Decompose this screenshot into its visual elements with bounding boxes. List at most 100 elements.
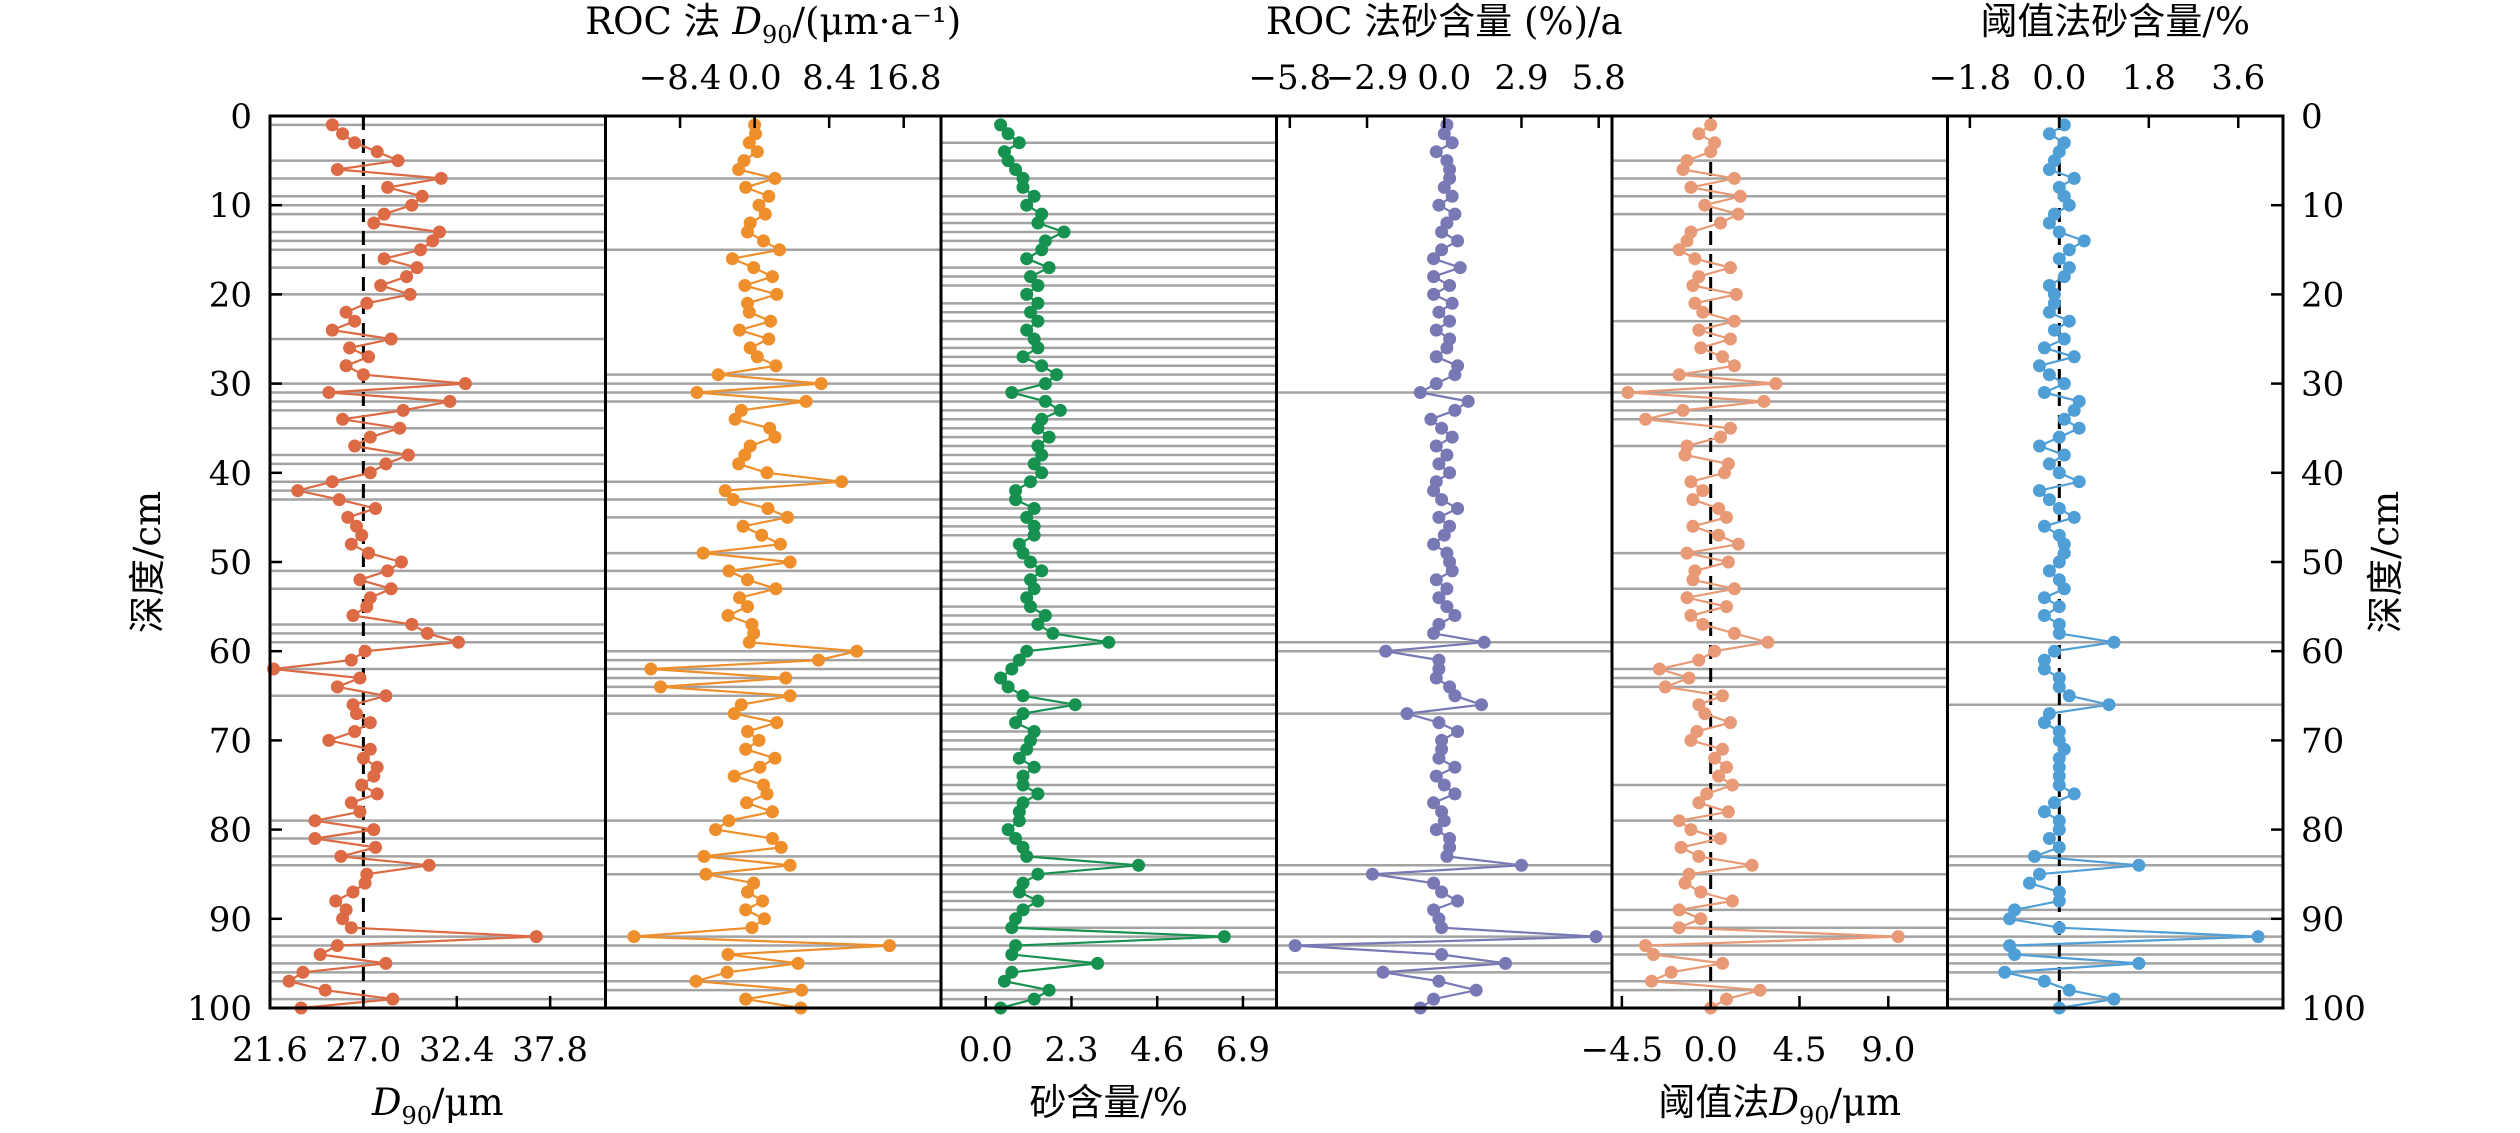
data-point[interactable] <box>318 983 332 997</box>
data-point[interactable] <box>709 823 723 837</box>
data-point[interactable] <box>1437 127 1451 141</box>
data-point[interactable] <box>1731 537 1745 551</box>
data-point[interactable] <box>2047 323 2061 337</box>
data-point[interactable] <box>348 136 362 150</box>
data-point[interactable] <box>1720 510 1733 524</box>
data-point[interactable] <box>1057 225 1071 239</box>
data-point[interactable] <box>1451 234 1465 248</box>
data-point[interactable] <box>2042 457 2056 471</box>
data-point[interactable] <box>341 510 355 524</box>
data-point[interactable] <box>346 609 360 622</box>
data-point[interactable] <box>1027 189 1041 203</box>
data-point[interactable] <box>384 582 398 596</box>
data-point[interactable] <box>1589 930 1603 944</box>
data-point[interactable] <box>1680 234 1694 248</box>
data-point[interactable] <box>1720 992 1733 1006</box>
data-point[interactable] <box>1031 314 1045 328</box>
data-point[interactable] <box>1429 350 1443 364</box>
data-point[interactable] <box>781 510 794 524</box>
data-point[interactable] <box>344 921 358 935</box>
data-point[interactable] <box>732 457 746 471</box>
data-point[interactable] <box>696 546 710 560</box>
data-point[interactable] <box>332 493 346 507</box>
data-point[interactable] <box>2052 751 2066 765</box>
data-point[interactable] <box>1440 582 1454 596</box>
data-point[interactable] <box>1686 573 1700 587</box>
data-point[interactable] <box>1432 591 1446 605</box>
data-point[interactable] <box>768 751 782 765</box>
data-point[interactable] <box>725 252 739 266</box>
data-point[interactable] <box>1016 171 1030 185</box>
data-point[interactable] <box>405 198 419 212</box>
data-point[interactable] <box>325 323 339 337</box>
data-point[interactable] <box>1688 296 1702 310</box>
data-point[interactable] <box>2037 519 2051 533</box>
data-point[interactable] <box>379 457 393 471</box>
data-point[interactable] <box>765 832 779 845</box>
data-point[interactable] <box>791 956 805 970</box>
data-point[interactable] <box>1723 716 1737 730</box>
data-point[interactable] <box>415 189 429 203</box>
data-point[interactable] <box>1429 671 1443 685</box>
data-point[interactable] <box>1731 207 1745 221</box>
data-point[interactable] <box>348 314 362 328</box>
data-point[interactable] <box>1009 484 1023 498</box>
data-point[interactable] <box>1720 600 1733 614</box>
data-point[interactable] <box>1696 617 1710 631</box>
data-point[interactable] <box>1658 680 1672 694</box>
data-point[interactable] <box>348 439 362 453</box>
data-point[interactable] <box>758 207 772 221</box>
data-point[interactable] <box>353 671 367 685</box>
data-point[interactable] <box>2057 448 2071 462</box>
data-point[interactable] <box>2067 510 2081 524</box>
data-point[interactable] <box>1020 644 1034 658</box>
data-point[interactable] <box>391 154 405 168</box>
data-point[interactable] <box>2067 171 2081 185</box>
data-point[interactable] <box>997 974 1011 988</box>
data-point[interactable] <box>1427 252 1441 266</box>
data-point[interactable] <box>1102 635 1116 649</box>
data-point[interactable] <box>1012 653 1026 667</box>
data-point[interactable] <box>1035 243 1049 257</box>
data-point[interactable] <box>1448 787 1462 801</box>
data-point[interactable] <box>1427 992 1441 1006</box>
data-point[interactable] <box>2062 198 2076 212</box>
data-point[interactable] <box>1674 840 1688 854</box>
data-point[interactable] <box>2052 725 2066 738</box>
data-point[interactable] <box>1688 252 1702 266</box>
data-point[interactable] <box>1443 466 1457 480</box>
data-point[interactable] <box>410 261 424 275</box>
data-point[interactable] <box>1027 502 1041 515</box>
data-point[interactable] <box>344 653 358 667</box>
data-point[interactable] <box>1429 439 1443 453</box>
data-point[interactable] <box>1692 127 1706 141</box>
data-point[interactable] <box>1761 635 1775 649</box>
data-point[interactable] <box>1027 457 1041 471</box>
data-point[interactable] <box>1998 965 2012 979</box>
data-point[interactable] <box>1684 180 1698 194</box>
data-point[interactable] <box>734 698 748 712</box>
data-point[interactable] <box>1727 359 1741 373</box>
data-point[interactable] <box>1005 921 1019 935</box>
data-point[interactable] <box>1721 805 1735 819</box>
data-point[interactable] <box>2052 840 2066 854</box>
data-point[interactable] <box>1031 216 1045 230</box>
data-point[interactable] <box>1429 573 1443 587</box>
data-point[interactable] <box>1024 475 1037 489</box>
data-point[interactable] <box>1038 609 1052 622</box>
data-point[interactable] <box>1680 546 1694 560</box>
data-point[interactable] <box>1443 163 1457 176</box>
data-point[interactable] <box>1005 965 1019 979</box>
data-point[interactable] <box>343 341 357 355</box>
data-point[interactable] <box>1718 466 1731 480</box>
data-point[interactable] <box>1684 475 1698 489</box>
data-point[interactable] <box>1132 858 1146 872</box>
data-point[interactable] <box>1727 582 1741 596</box>
data-point[interactable] <box>1475 698 1488 712</box>
data-point[interactable] <box>1440 600 1454 614</box>
data-point[interactable] <box>1427 287 1441 301</box>
data-point[interactable] <box>367 769 381 783</box>
data-point[interactable] <box>2003 912 2017 926</box>
data-point[interactable] <box>1038 394 1052 408</box>
data-point[interactable] <box>1005 948 1019 961</box>
